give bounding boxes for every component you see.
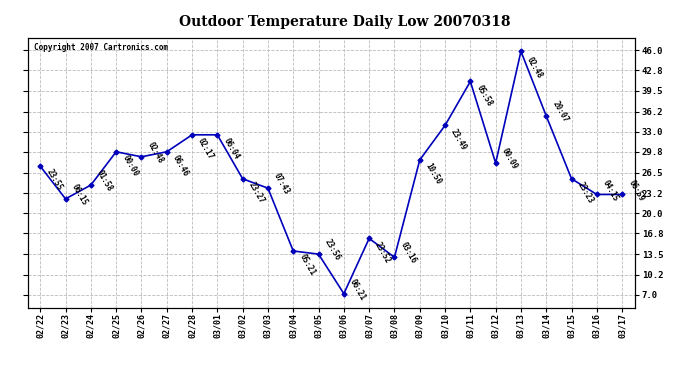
Text: 05:21: 05:21	[297, 253, 317, 277]
Text: 01:58: 01:58	[95, 169, 115, 193]
Text: 03:16: 03:16	[399, 241, 418, 266]
Text: 02:48: 02:48	[146, 140, 165, 165]
Text: 05:58: 05:58	[475, 83, 494, 108]
Text: 00:09: 00:09	[500, 147, 519, 171]
Text: 23:56: 23:56	[323, 238, 342, 262]
Text: 02:17: 02:17	[196, 136, 215, 161]
Text: 23:52: 23:52	[373, 240, 393, 265]
Text: Copyright 2007 Cartronics.com: Copyright 2007 Cartronics.com	[34, 43, 168, 52]
Text: 07:43: 07:43	[272, 172, 291, 196]
Text: 23:23: 23:23	[575, 180, 595, 205]
Text: 06:46: 06:46	[171, 153, 190, 178]
Text: 04:15: 04:15	[601, 178, 620, 203]
Text: 23:55: 23:55	[44, 168, 63, 192]
Text: 10:50: 10:50	[424, 162, 443, 186]
Text: 06:15: 06:15	[70, 183, 89, 207]
Text: 00:00: 00:00	[120, 153, 139, 178]
Text: 06:04: 06:04	[221, 136, 241, 161]
Text: 06:59: 06:59	[627, 178, 646, 203]
Text: 20:07: 20:07	[551, 99, 570, 124]
Text: Outdoor Temperature Daily Low 20070318: Outdoor Temperature Daily Low 20070318	[179, 15, 511, 29]
Text: 02:48: 02:48	[525, 56, 544, 80]
Text: 23:49: 23:49	[449, 127, 469, 152]
Text: 23:27: 23:27	[247, 180, 266, 205]
Text: 06:21: 06:21	[348, 277, 367, 302]
